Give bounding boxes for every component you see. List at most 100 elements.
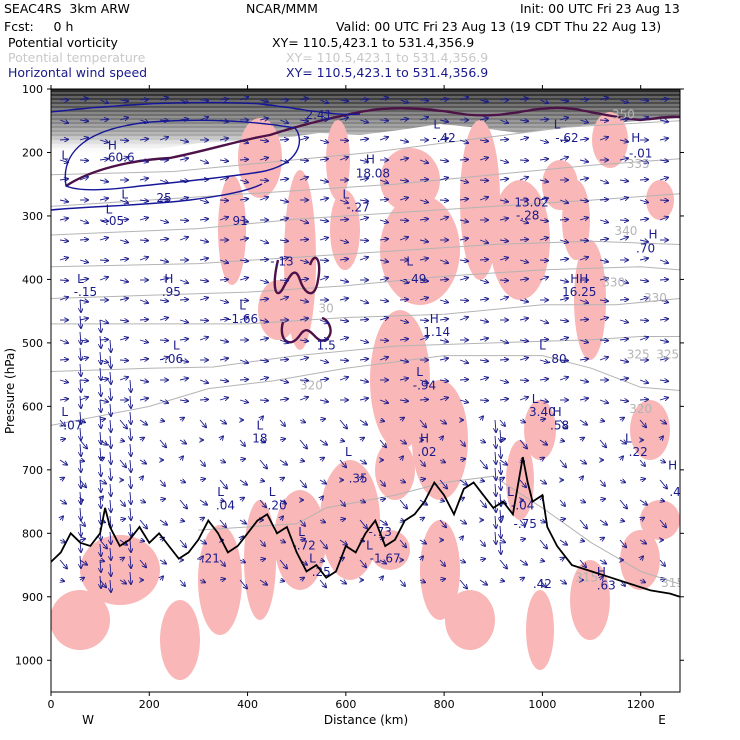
wind-arrow [299,439,307,448]
extrema-label: L [257,418,264,432]
theta-contour-350 [51,120,680,176]
wind-arrow [419,179,428,180]
wind-arrow [599,318,608,320]
wind-arrow [299,138,308,140]
wind-arrow [259,320,268,322]
wind-arrow [579,419,587,425]
wind-arrow [119,100,128,101]
wind-arrow [130,507,131,520]
wind-arrow [100,495,101,508]
wind-arrow [239,317,248,320]
extrema-label: L [433,118,440,132]
wind-arrow [239,439,245,446]
wind-arrow [659,200,668,201]
wind-arrow [439,358,448,360]
wind-arrow [240,536,243,540]
wind-arrow [579,340,588,342]
extrema-label: -.62 [555,131,578,145]
wind-arrow [539,539,547,548]
field-theta-xy: XY= 110.5,423.1 to 531.4,356.9 [286,50,489,65]
wind-arrow [659,319,668,320]
plot-frame [50,88,681,693]
wind-arrow [119,219,128,220]
wind-arrow [99,539,107,548]
wind-arrow [359,419,367,425]
wind-arrow [80,460,84,461]
wind-arrow [359,300,368,303]
wind-arrow [219,138,228,140]
x-axis-east-label: E [658,713,666,727]
wind-arrow [495,451,496,464]
wind-arrow [579,160,588,162]
wind-arrow [239,220,248,222]
wind-arrow [359,139,368,140]
wind-arrow [599,519,607,525]
wind-arrow [359,319,368,320]
wind-arrow [199,298,208,300]
wind-arrow [459,459,465,460]
wind-arrow [179,480,185,482]
wind-arrow [559,240,568,242]
wind-arrow [639,117,648,120]
wind-arrow [199,117,208,120]
extrema-label: .63 [597,578,616,592]
wind-arrow [599,439,606,447]
wind-arrow [539,180,548,182]
project-label: SEAC4RS 3km ARW [4,1,130,16]
extrema-label: 18 [252,432,267,446]
wind-arrow [59,120,68,123]
wind-arrow [239,159,248,160]
wind-arrow [639,499,647,505]
wind-arrow [439,260,448,263]
wind-arrow [519,519,525,526]
wind-arrow [219,160,228,161]
wind-arrow [299,260,308,262]
institution-label: NCAR/MMM [246,1,318,16]
extrema-label: -.94 [413,378,436,392]
wind-arrow [59,439,65,440]
extrema-label: L [625,432,632,446]
extrema-label: .58 [550,418,569,432]
wind-arrow [459,180,468,182]
wind-arrow [240,498,244,500]
wind-arrow [279,459,287,465]
wind-arrow [359,559,366,567]
wind-arrow [559,298,568,300]
wind-arrow [179,320,188,322]
wind-arrow [130,411,131,424]
wind-arrow [339,280,348,282]
wind-arrow [79,260,88,262]
wind-arrow [299,479,306,487]
wind-arrow [130,523,131,536]
wind-arrow [659,559,665,566]
wind-arrow [80,523,81,536]
wind-arrow [420,556,423,560]
wind-arrow [495,419,496,432]
wind-arrow [159,220,168,222]
wind-arrow [479,338,488,340]
wind-arrow [559,320,568,321]
wind-arrow [499,380,508,382]
wind-arrow [60,580,64,581]
wind-arrow [99,140,108,142]
wind-arrow [179,339,188,340]
wind-arrow [659,279,668,280]
wind-arrow [579,178,588,180]
wind-arrow [619,237,628,240]
wind-arrow [239,238,248,240]
extrema-label: L [217,485,224,499]
theta-contour-label: 315 [575,571,598,585]
wind-arrow [139,500,145,502]
wind-arrow [480,416,483,420]
wind-arrow [399,220,408,221]
wind-arrow [159,199,168,200]
wind-arrow [79,220,88,223]
wind-arrow [520,578,524,580]
wind-arrow [479,579,487,585]
wind-arrow [80,443,81,456]
wind-arrow [299,358,308,360]
wind-arrow [110,355,111,368]
wind-arrow [379,137,388,140]
wind-arrow [219,559,225,566]
wind-arrow [659,300,668,302]
